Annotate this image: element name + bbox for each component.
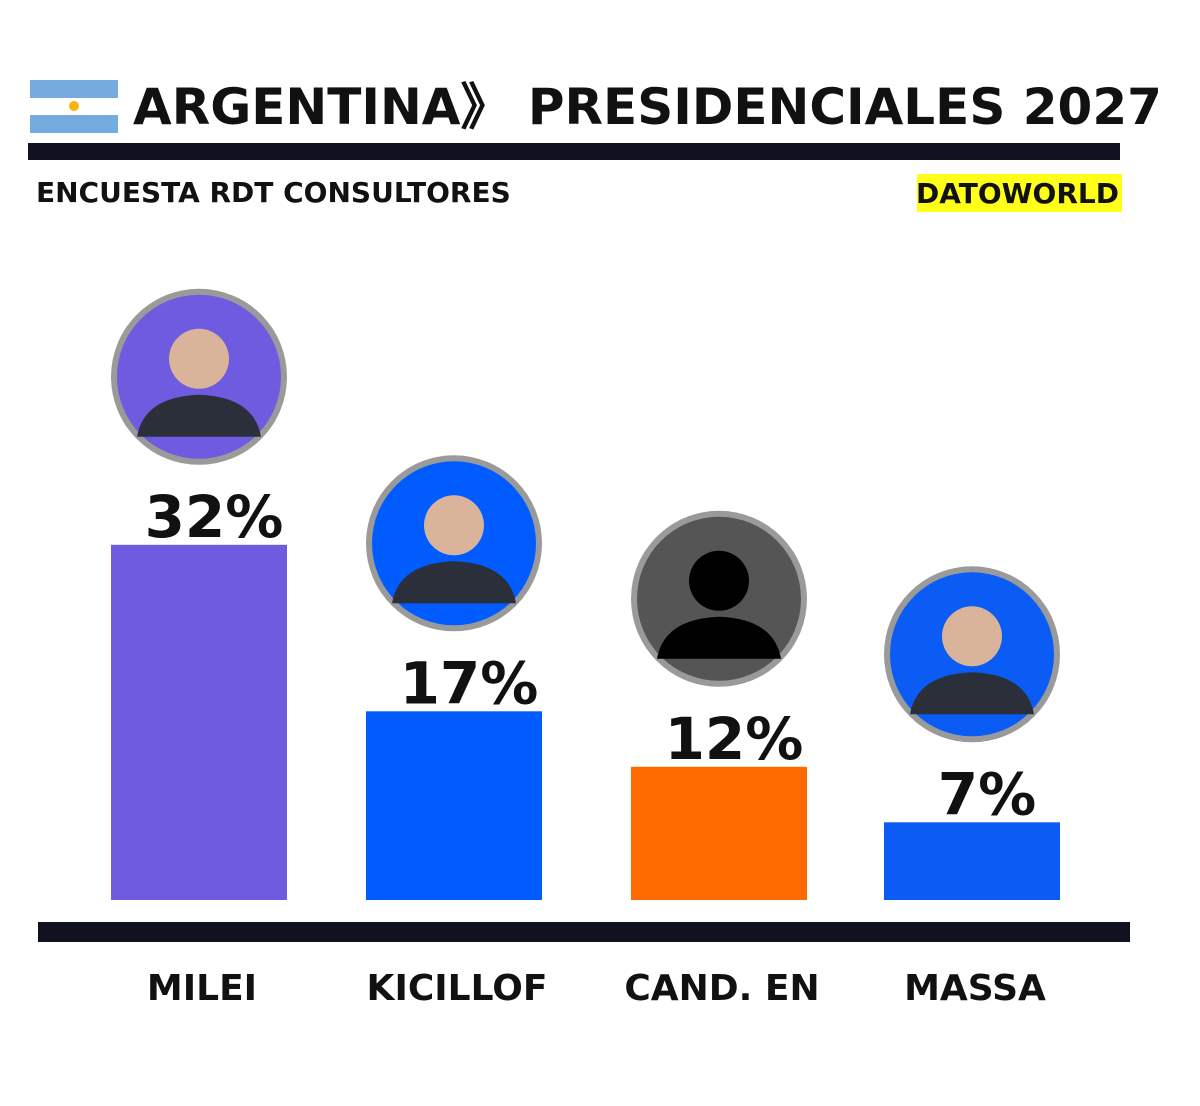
value-label: 12% [665, 705, 804, 773]
bar [884, 822, 1060, 900]
avatar [631, 510, 807, 687]
avatar [366, 455, 542, 632]
source-badge [917, 174, 1122, 212]
avatar [884, 566, 1060, 743]
avatar-head [169, 328, 229, 389]
value-label: 17% [400, 649, 539, 717]
avatar-body [392, 561, 516, 604]
flag [30, 80, 118, 133]
bar [111, 544, 287, 900]
source: DATOWORLD [916, 177, 1119, 210]
bar [366, 711, 542, 900]
header-rule [28, 143, 1120, 160]
chart-title: ARGENTINA》 PRESIDENCIALES 2027 [133, 78, 1162, 136]
x-tick-label: CAND. EN [624, 968, 819, 1009]
bar [631, 766, 807, 900]
value-label: 7% [938, 760, 1036, 828]
x-tick-label: MASSA [904, 968, 1046, 1009]
avatar-body [657, 616, 781, 659]
value-label: 32% [145, 483, 284, 551]
avatar-head [942, 606, 1002, 667]
x-tick-label: KICILLOF [367, 968, 548, 1009]
avatar-head [424, 495, 484, 556]
avatar-body [137, 394, 261, 437]
avatar-body [910, 672, 1034, 715]
x-tick-label: MILEI [147, 968, 257, 1009]
chart-subtitle: ENCUESTA RDT CONSULTORES [36, 176, 511, 209]
baseline [38, 922, 1130, 942]
avatar [111, 288, 287, 465]
avatar-head [689, 550, 749, 611]
